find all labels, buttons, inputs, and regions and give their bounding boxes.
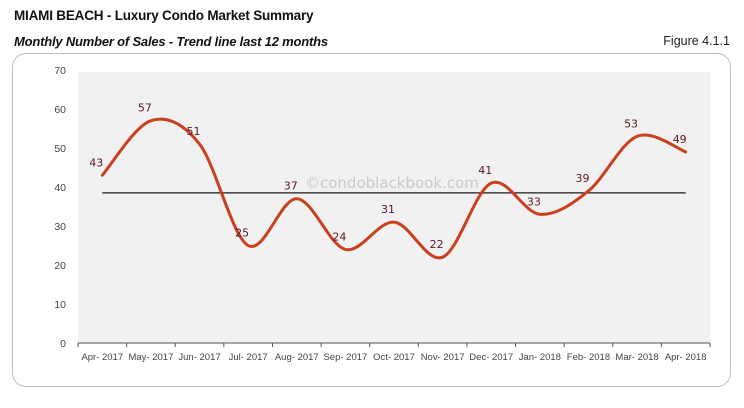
data-label: 39 [575,172,589,185]
data-label: 57 [138,102,152,115]
x-tick-label: Jun- 2017 [178,352,220,363]
y-tick-label: 40 [54,182,66,194]
data-label: 49 [673,133,687,146]
x-tick-label: Mar- 2018 [615,352,658,363]
y-tick-label: 60 [54,104,66,116]
x-axis: Apr- 2017 May- 2017 Jun- 2017 Jul- 2017 Aug-… [77,342,711,363]
sales-line [100,117,688,260]
data-label: 25 [235,227,249,240]
x-tick-label: Aug- 2017 [275,352,319,363]
data-label: 43 [89,156,103,169]
x-tick-label: Oct- 2017 [373,352,415,363]
x-tick-label: Feb- 2018 [567,352,610,363]
x-tick-label: Jan- 2018 [519,352,561,363]
report-title: MIAMI BEACH - Luxury Condo Market Summar… [14,8,314,23]
figure-number: Figure 4.1.1 [663,34,730,48]
data-label: 51 [187,125,201,138]
data-label: 53 [624,117,638,130]
x-tick-label: Sep- 2017 [323,352,367,363]
y-tick-label: 50 [54,143,66,155]
chart-frame [12,53,731,387]
x-tick-label: Nov- 2017 [421,352,465,363]
y-tick-label: 20 [54,260,66,272]
data-labels: 43 57 51 25 37 24 31 22 41 33 39 53 49 [89,102,686,252]
data-label: 33 [527,195,541,208]
data-label: 31 [381,203,395,216]
data-label: 37 [284,180,298,193]
y-tick-label: 70 [54,65,66,77]
x-tick-label: May- 2017 [128,352,173,363]
watermark: ©condoblackbook.com [305,174,479,192]
y-tick-label: 10 [54,299,66,311]
plot-area [78,72,710,343]
x-tick-label: Dec- 2017 [469,352,513,363]
y-tick-label: 30 [54,221,66,233]
data-label: 24 [332,230,346,243]
x-tick-label: Apr- 2018 [665,352,707,363]
chart-subtitle: Monthly Number of Sales - Trend line las… [14,34,328,49]
y-axis: 0 10 20 30 40 50 60 70 [54,65,66,350]
x-tick-label: Jul- 2017 [229,352,268,363]
y-tick-label: 0 [60,338,66,350]
x-tick-label: Apr- 2017 [81,352,123,363]
data-label: 41 [478,164,492,177]
data-label: 22 [430,238,444,251]
